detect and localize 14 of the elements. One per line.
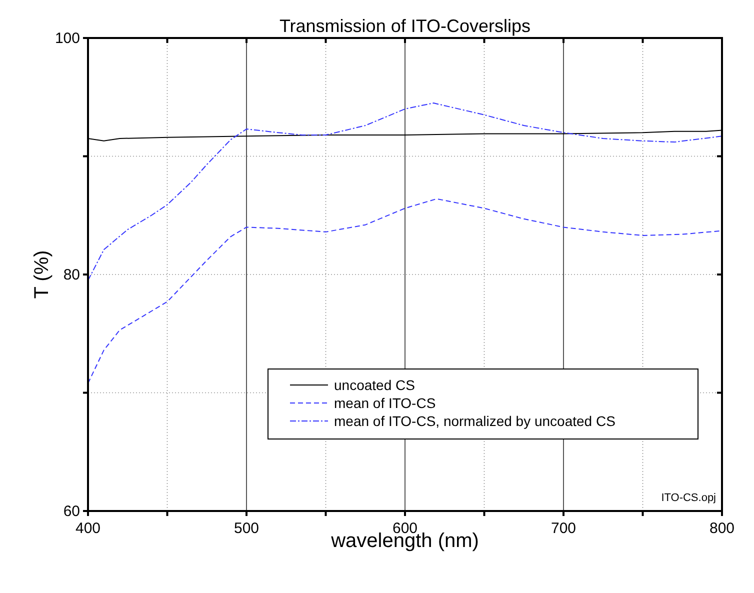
legend-label: mean of ITO-CS xyxy=(334,395,436,411)
x-tick-label: 400 xyxy=(75,520,101,537)
line-series xyxy=(88,102,722,281)
y-axis-title: T (%) xyxy=(31,250,53,299)
legend-label: mean of ITO-CS, normalized by uncoated CS xyxy=(334,413,616,429)
x-tick-label: 800 xyxy=(709,520,735,537)
legend-label: uncoated CS xyxy=(334,377,415,393)
x-tick-label: 500 xyxy=(234,520,260,537)
y-tick-label: 60 xyxy=(63,503,80,520)
y-tick-label: 100 xyxy=(54,30,80,47)
annotation: ITO-CS.opj xyxy=(661,492,716,504)
y-tick-label: 80 xyxy=(63,266,80,284)
x-tick-label: 700 xyxy=(550,520,576,537)
chart-title: Transmission of ITO-Coverslips xyxy=(279,16,531,36)
